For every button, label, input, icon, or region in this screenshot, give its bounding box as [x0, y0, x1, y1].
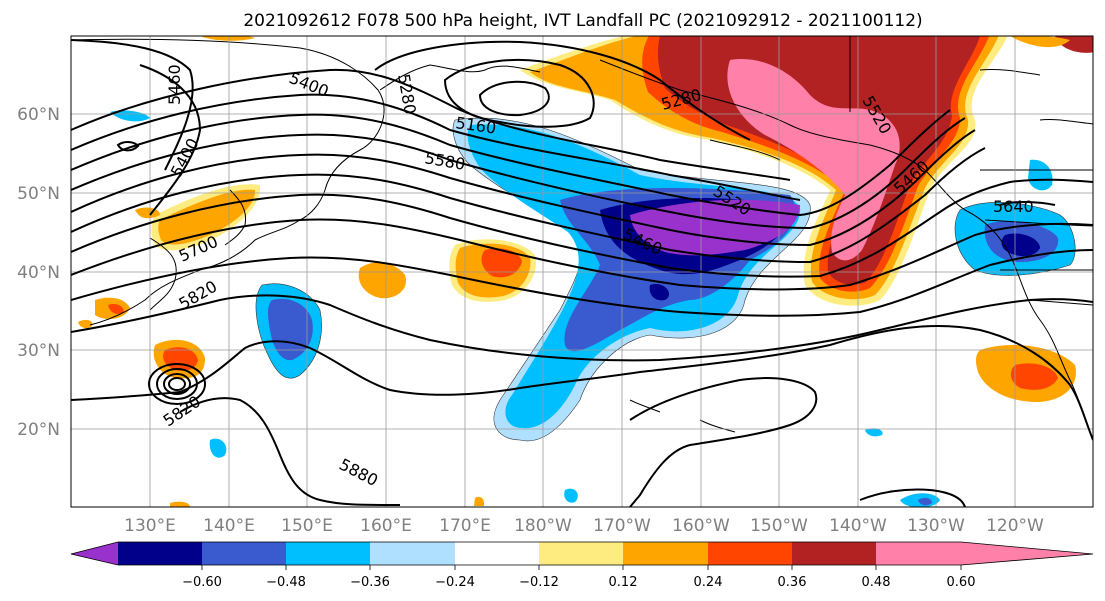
lon-tick-label: 140°E	[203, 516, 255, 536]
lat-tick-label: 30°N	[17, 341, 60, 361]
colorbar-segment	[118, 542, 203, 565]
lat-tick-label: 40°N	[17, 263, 60, 283]
lat-tick-label: 60°N	[17, 105, 60, 125]
colorbar-tick-label: −0.12	[519, 575, 559, 590]
ivt-positive-shading	[78, 36, 1093, 507]
lat-tick-labels: 60°N 50°N 40°N 30°N 20°N	[17, 105, 60, 440]
colorbar-tick-label: −0.36	[350, 575, 390, 590]
lon-tick-label: 150°E	[281, 516, 333, 536]
colorbar-tick-label: −0.48	[266, 575, 306, 590]
map-panel: 5460 5400 5400 5280 5160 5580 5520 5460 …	[71, 36, 1093, 507]
colorbar-segment	[708, 542, 793, 565]
colorbar-tick-label: 0.60	[947, 575, 976, 590]
colorbar-ticks	[201, 565, 962, 570]
lon-tick-label: 150°W	[750, 516, 808, 536]
colorbar-segment	[623, 542, 709, 565]
lon-tick-label: 160°W	[672, 516, 730, 536]
colorbar-segment	[876, 542, 962, 565]
lat-tick-label: 50°N	[17, 184, 60, 204]
colorbar-tick-label: −0.24	[435, 575, 475, 590]
height-contours	[71, 39, 1093, 507]
contour-label: 5640	[993, 197, 1034, 216]
colorbar-segment	[792, 542, 877, 565]
colorbar-tick-label: −0.60	[182, 575, 222, 590]
lon-tick-label: 170°E	[439, 516, 491, 536]
map-frame	[70, 35, 1094, 508]
colorbar-segment	[539, 542, 624, 565]
colorbar-tick-label: 0.36	[778, 575, 807, 590]
lon-tick-labels: 130°E 140°E 150°E 160°E 170°E 180°W 170°…	[124, 516, 1044, 536]
colorbar-segment	[455, 542, 540, 565]
colorbar-tick-label: 0.12	[609, 575, 638, 590]
contour-label: 5460	[165, 64, 184, 105]
lon-tick-label: 130°W	[907, 516, 965, 536]
colorbar-extend-high	[961, 542, 1093, 565]
colorbar-extend-low	[71, 542, 118, 565]
lon-tick-label: 160°E	[360, 516, 412, 536]
colorbar: −0.60 −0.48 −0.36 −0.24 −0.12 0.12 0.24 …	[70, 541, 1094, 590]
lon-tick-label: 120°W	[986, 516, 1044, 536]
lon-tick-label: 130°E	[124, 516, 176, 536]
colorbar-outline	[70, 541, 1094, 566]
colorbar-segment	[370, 542, 456, 565]
lat-tick-label: 20°N	[17, 420, 60, 440]
lon-tick-label: 180°W	[514, 516, 572, 536]
colorbar-segment	[286, 542, 371, 565]
lon-tick-label: 170°W	[593, 516, 651, 536]
colorbar-segment	[202, 542, 287, 565]
lon-tick-label: 140°W	[829, 516, 887, 536]
colorbar-tick-label: 0.24	[694, 575, 723, 590]
colorbar-tick-label: 0.48	[862, 575, 891, 590]
figure-title: 2021092612 F078 500 hPa height, IVT Land…	[243, 11, 922, 31]
